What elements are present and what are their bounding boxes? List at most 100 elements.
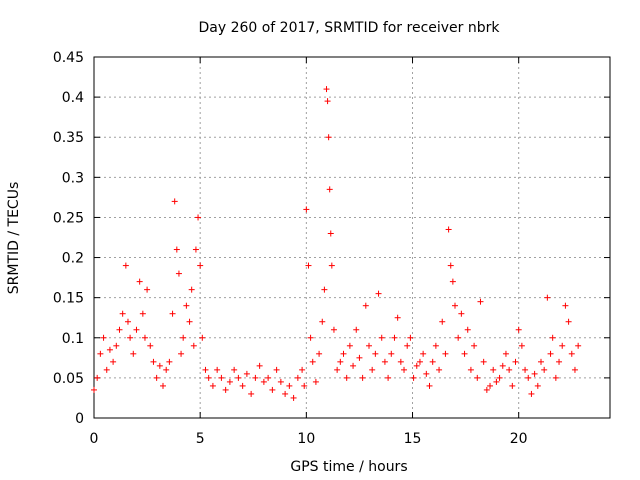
data-point	[103, 366, 110, 373]
data-point	[487, 382, 494, 389]
y-tick-label: 0.15	[53, 291, 84, 307]
data-point	[130, 350, 137, 357]
y-tick-label: 0.2	[62, 251, 84, 267]
data-point	[483, 386, 490, 393]
data-point	[394, 314, 401, 321]
data-point	[235, 374, 242, 381]
data-point	[362, 302, 369, 309]
data-point	[445, 226, 452, 233]
data-point	[139, 310, 146, 317]
x-tick-label: 20	[510, 431, 528, 447]
data-point	[260, 378, 267, 385]
data-point	[326, 186, 333, 193]
data-point	[369, 366, 376, 373]
data-point	[156, 362, 163, 369]
data-point	[144, 286, 151, 293]
data-point	[518, 342, 525, 349]
y-tick-label: 0.35	[53, 130, 84, 146]
data-point	[502, 350, 509, 357]
data-point	[372, 350, 379, 357]
data-point	[464, 326, 471, 333]
y-tick-labels: 0 0.05 0.1 0.15 0.2 0.25 0.3 0.35 0.4 0.45	[53, 50, 84, 427]
data-point	[183, 302, 190, 309]
data-point	[461, 350, 468, 357]
data-point	[116, 326, 123, 333]
data-point	[490, 366, 497, 373]
data-point	[423, 370, 430, 377]
data-point	[307, 334, 314, 341]
data-point	[248, 390, 255, 397]
data-point	[160, 382, 167, 389]
data-point	[269, 386, 276, 393]
data-point	[100, 334, 107, 341]
data-point	[127, 334, 134, 341]
data-point	[480, 358, 487, 365]
data-point	[169, 310, 176, 317]
data-point	[378, 334, 385, 341]
data-point	[559, 342, 566, 349]
data-point	[294, 374, 301, 381]
data-point	[305, 262, 312, 269]
data-point	[113, 342, 120, 349]
data-point	[252, 374, 259, 381]
data-point	[327, 230, 334, 237]
data-point	[385, 374, 392, 381]
data-point	[153, 374, 160, 381]
data-point	[141, 334, 148, 341]
data-point	[312, 378, 319, 385]
data-point	[256, 362, 263, 369]
data-point	[197, 262, 204, 269]
data-point	[356, 354, 363, 361]
x-tick-labels: 0 5 10 15 20	[90, 431, 528, 447]
data-point	[552, 374, 559, 381]
data-points	[91, 86, 582, 401]
data-point	[337, 358, 344, 365]
data-point	[303, 206, 310, 213]
data-point	[381, 358, 388, 365]
data-point	[218, 374, 225, 381]
data-point	[467, 366, 474, 373]
data-point	[343, 374, 350, 381]
data-point	[426, 382, 433, 389]
chart-title: Day 260 of 2017, SRMTID for receiver nbr…	[198, 20, 500, 36]
data-point	[565, 318, 572, 325]
y-tick-label: 0.3	[62, 170, 84, 186]
data-point	[432, 342, 439, 349]
data-point	[186, 318, 193, 325]
y-tick-label: 0	[75, 411, 84, 427]
data-point	[541, 366, 548, 373]
data-point	[178, 350, 185, 357]
data-point	[199, 334, 206, 341]
data-point	[239, 382, 246, 389]
data-point	[512, 358, 519, 365]
data-point	[214, 366, 221, 373]
data-point	[282, 390, 289, 397]
data-point	[188, 286, 195, 293]
data-point	[340, 350, 347, 357]
data-point	[150, 358, 157, 365]
data-point	[309, 358, 316, 365]
data-point	[391, 334, 398, 341]
y-tick-label: 0.05	[53, 371, 84, 387]
data-point	[416, 358, 423, 365]
data-point	[447, 262, 454, 269]
data-point	[350, 362, 357, 369]
data-point	[133, 326, 140, 333]
data-point	[451, 302, 458, 309]
data-point	[571, 366, 578, 373]
plot-frame	[93, 56, 611, 419]
data-point	[455, 334, 462, 341]
data-point	[323, 86, 330, 93]
data-point	[397, 358, 404, 365]
data-point	[509, 382, 516, 389]
data-point	[277, 378, 284, 385]
x-tick-label: 0	[90, 431, 99, 447]
data-point	[525, 374, 532, 381]
data-point	[166, 358, 173, 365]
data-point	[110, 358, 117, 365]
data-point	[410, 374, 417, 381]
data-point	[575, 342, 582, 349]
data-point	[404, 342, 411, 349]
data-point	[243, 370, 250, 377]
